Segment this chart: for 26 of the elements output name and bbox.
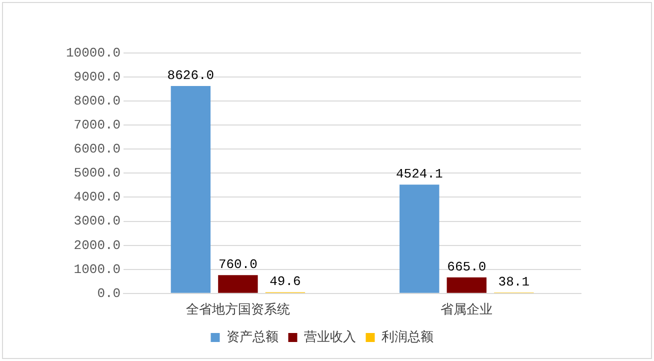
y-tick-label: 8000.0 [74, 94, 121, 109]
data-label: 38.1 [498, 274, 530, 290]
y-tick-label: 7000.0 [74, 118, 121, 133]
legend-label: 营业收入 [304, 330, 356, 345]
legend-label: 资产总额 [226, 330, 278, 345]
data-label: 760.0 [218, 257, 258, 272]
legend-label: 利润总额 [381, 330, 434, 345]
data-label: 4524.1 [396, 166, 443, 182]
bar [446, 277, 487, 293]
x-tick-label: 省属企业 [440, 302, 493, 318]
bar [170, 86, 211, 293]
bar [400, 184, 440, 293]
x-tick-label: 全省地方国资系统 [186, 302, 290, 318]
y-tick-label: 1000.0 [74, 262, 121, 277]
y-tick-label: 10000.0 [66, 45, 121, 60]
y-tick-label: 4000.0 [74, 190, 121, 205]
data-label: 665.0 [447, 259, 486, 274]
y-tick-label: 6000.0 [74, 142, 121, 157]
bar [218, 275, 258, 293]
y-tick-label: 5000.0 [74, 166, 121, 181]
y-tick-label: 3000.0 [74, 214, 121, 229]
y-tick-label: 2000.0 [74, 238, 121, 253]
data-label: 49.6 [270, 274, 301, 290]
data-label: 8626.0 [167, 68, 214, 83]
y-tick-label: 9000.0 [74, 69, 121, 84]
y-tick-label: 0.0 [97, 286, 121, 301]
